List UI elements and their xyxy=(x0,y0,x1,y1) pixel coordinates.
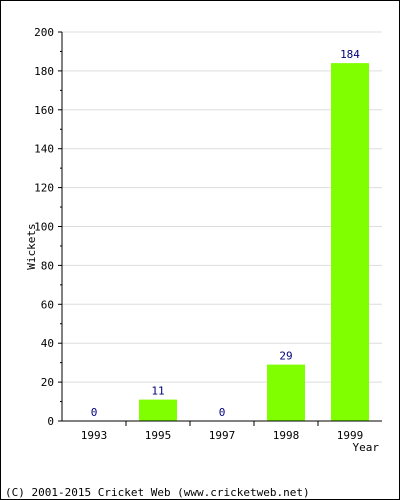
data-label-1995: 11 xyxy=(151,385,164,398)
y-axis-title: Wickets xyxy=(25,223,38,269)
bars xyxy=(139,63,369,422)
x-tick-label-1997: 1997 xyxy=(209,429,236,442)
y-tick-label: 0 xyxy=(47,415,54,428)
x-tick-label-1999: 1999 xyxy=(337,429,364,442)
bar-1999 xyxy=(331,63,369,422)
labels: 0 20 40 60 80 100 120 140 160 180 200 0 1993 11 1995 0 1… xyxy=(34,26,363,442)
x-tick-label-1998: 1998 xyxy=(273,429,300,442)
grid-lines xyxy=(62,31,382,383)
x-tick-label-1995: 1995 xyxy=(145,429,172,442)
data-label-1998: 29 xyxy=(279,350,292,363)
copyright-footer: (C) 2001-2015 Cricket Web (www.cricketwe… xyxy=(5,486,310,499)
y-tick-label: 20 xyxy=(41,376,54,389)
y-tick-label: 120 xyxy=(34,182,54,195)
y-tick-label: 180 xyxy=(34,65,54,78)
y-tick-label: 80 xyxy=(41,259,54,272)
y-tick-label: 160 xyxy=(34,104,54,117)
data-label-1993: 0 xyxy=(91,406,98,419)
data-label-1999: 184 xyxy=(340,48,360,61)
x-tick-label-1993: 1993 xyxy=(81,429,108,442)
y-tick-label: 40 xyxy=(41,337,54,350)
y-tick-label: 140 xyxy=(34,143,54,156)
bar-1998 xyxy=(267,364,305,421)
y-tick-label: 200 xyxy=(34,26,54,39)
data-label-1997: 0 xyxy=(219,406,226,419)
bar-1995 xyxy=(139,399,177,421)
axes xyxy=(58,31,382,426)
x-axis-title: Year xyxy=(353,441,380,454)
y-tick-label: 100 xyxy=(34,221,54,234)
y-tick-label: 60 xyxy=(41,298,54,311)
